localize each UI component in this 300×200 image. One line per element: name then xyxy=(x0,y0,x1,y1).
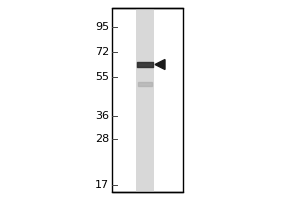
Bar xyxy=(136,8,154,192)
Bar xyxy=(112,8,183,192)
Text: 72: 72 xyxy=(95,47,109,57)
Text: 95: 95 xyxy=(95,22,109,32)
Text: 36: 36 xyxy=(95,111,109,121)
Text: 55: 55 xyxy=(95,72,109,82)
Polygon shape xyxy=(155,60,165,70)
Text: 17: 17 xyxy=(95,180,109,190)
Text: 293: 293 xyxy=(133,0,157,3)
Text: 28: 28 xyxy=(95,134,109,144)
